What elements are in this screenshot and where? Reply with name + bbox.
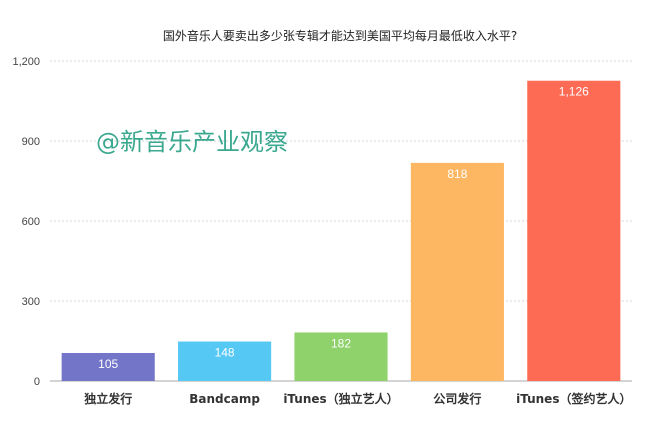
chart-title: 国外音乐人要卖出多少张专辑才能达到美国平均每月最低收入水平? <box>163 28 517 43</box>
data-label: 105 <box>98 357 118 371</box>
data-label: 1,126 <box>559 85 589 99</box>
x-axis: 独立发行 Bandcamp iTunes（独立艺人） 公司发行 iTunes（签约艺人） <box>83 391 631 406</box>
watermark-text: @新音乐产业观察 <box>96 128 288 156</box>
data-label: 148 <box>215 346 235 360</box>
bar <box>294 332 388 381</box>
y-tick-label: 600 <box>22 216 40 228</box>
x-tick-label: iTunes（签约艺人） <box>516 391 631 406</box>
x-tick-label: Bandcamp <box>189 392 260 406</box>
bar <box>410 162 504 381</box>
x-tick-label: 独立发行 <box>83 391 132 406</box>
y-tick-label: 300 <box>22 296 40 308</box>
y-tick-label: 1,200 <box>12 56 40 68</box>
bar <box>178 341 272 381</box>
bar <box>527 80 621 381</box>
x-tick-label: 公司发行 <box>433 391 481 406</box>
y-tick-label: 0 <box>34 376 40 388</box>
y-axis: 0 300 600 900 1,200 <box>12 56 40 388</box>
x-tick-label: iTunes（独立艺人） <box>283 391 398 406</box>
data-label: 182 <box>331 336 351 350</box>
data-label: 818 <box>447 167 467 181</box>
y-tick-label: 900 <box>22 136 40 148</box>
bars: 105 148 182 818 1,126 <box>61 80 621 381</box>
bar <box>61 353 155 381</box>
